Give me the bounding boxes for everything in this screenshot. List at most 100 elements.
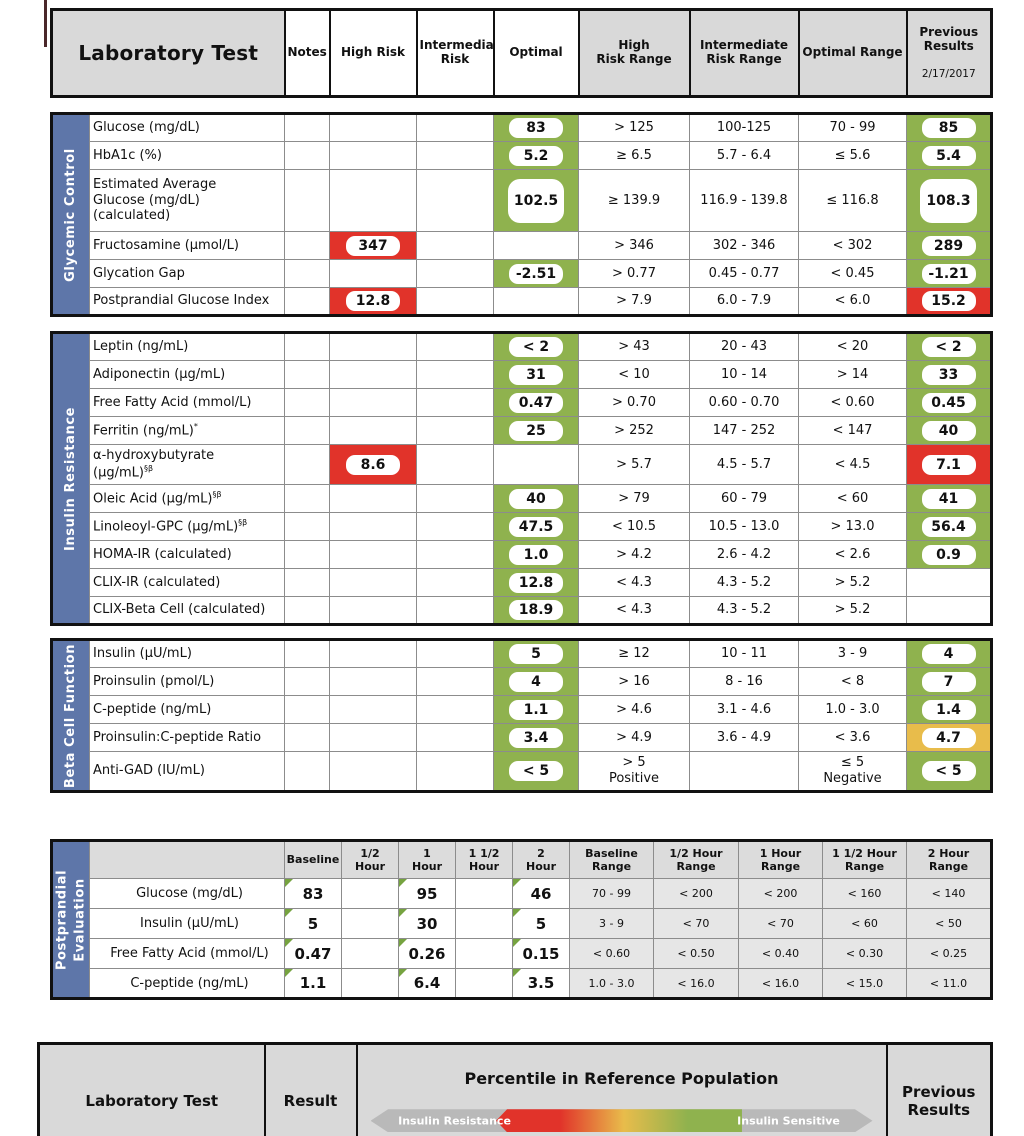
lab-test-row: Estimated Average Glucose (mg/dL) (calcu… (52, 169, 992, 233)
pp-header-blank (89, 840, 285, 880)
timepoint-value-cell: 5 (512, 908, 570, 940)
test-name-cell: C-peptide (ng/mL) (89, 968, 285, 1000)
result-value-pill: 4 (509, 671, 563, 692)
pp-header-col: Baseline (284, 840, 342, 880)
high-risk-range-cell: > 252 (578, 416, 690, 446)
insulin-sensitive-label: Insulin Sensitive (737, 1114, 840, 1128)
optimal-cell: -2.51 (493, 259, 579, 289)
high-risk-cell (329, 540, 417, 570)
lab-test-row: Proinsulin (pmol/L) 4 > 16 8 - 16 < 8 7 (52, 667, 992, 697)
optimal-range-cell: < 0.45 (798, 259, 907, 289)
footnote-marker: §β (143, 463, 154, 473)
test-name: Proinsulin (pmol/L) (93, 673, 215, 689)
notes-cell (284, 141, 330, 171)
optimal-range-cell: < 4.5 (798, 444, 907, 486)
intermediate-risk-cell (416, 360, 494, 390)
test-name-cell: CLIX-IR (calculated) (89, 568, 285, 598)
result-value-pill: 12.8 (509, 572, 563, 593)
high-risk-cell (329, 639, 417, 669)
timepoint-range-cell: < 140 (906, 878, 992, 910)
intermediate-risk-cell (416, 416, 494, 446)
timepoint-value-cell: 95 (398, 878, 456, 910)
optimal-cell: < 2 (493, 332, 579, 362)
result-value-pill: 40 (509, 488, 563, 509)
intermediate-risk-cell (416, 512, 494, 542)
lab-test-row: Oleic Acid (µg/mL)§β 40 > 79 60 - 79 < 60 41 (52, 484, 992, 514)
intermediate-risk-cell (416, 332, 494, 362)
intermediate-risk-range-cell: 60 - 79 (689, 484, 799, 514)
section-label: Insulin Resistance (63, 406, 79, 551)
optimal-cell: 1.1 (493, 695, 579, 725)
timepoint-value-cell (341, 968, 399, 1000)
high-risk-range-cell: > 4.6 (578, 695, 690, 725)
optimal-range-cell: ≤ 5 Negative (798, 751, 907, 793)
high-risk-range-cell: > 7.9 (578, 287, 690, 317)
test-name-cell: HbA1c (%) (89, 141, 285, 171)
value-corner-flag (399, 969, 407, 978)
previous-result-cell: < 5 (906, 751, 992, 793)
header-previous-results: Previous Results 2/17/2017 (905, 8, 993, 98)
high-risk-cell (329, 332, 417, 362)
previous-results-date: 2/17/2017 (921, 68, 976, 81)
previous-result-cell: 108.3 (906, 169, 992, 233)
test-name-cell: C-peptide (ng/mL) (89, 695, 285, 725)
high-risk-range-cell: > 0.70 (578, 388, 690, 418)
footnote-marker: * (193, 422, 198, 432)
lab-test-row: HbA1c (%) 5.2 ≥ 6.5 5.7 - 6.4 ≤ 5.6 5.4 (52, 141, 992, 171)
intermediate-risk-cell (416, 751, 494, 793)
intermediate-risk-range-cell: 3.6 - 4.9 (689, 723, 799, 753)
value-corner-flag (285, 909, 293, 918)
result-value-pill: 85 (921, 118, 976, 139)
intermediate-risk-range-cell: 4.3 - 5.2 (689, 596, 799, 626)
high-risk-cell (329, 695, 417, 725)
optimal-cell: 0.47 (493, 388, 579, 418)
intermediate-risk-cell (416, 667, 494, 697)
notes-cell (284, 287, 330, 317)
optimal-cell: 40 (493, 484, 579, 514)
header-intermediate-risk: Intermediate Risk (415, 8, 495, 98)
test-name-cell: Leptin (ng/mL) (89, 332, 285, 362)
pp-header-col: 1/2 Hour Range (653, 840, 739, 880)
result-value-pill: 1.1 (509, 699, 563, 720)
optimal-cell: 18.9 (493, 596, 579, 626)
intermediate-risk-cell (416, 169, 494, 233)
timepoint-range-cell: < 15.0 (822, 968, 907, 1000)
notes-cell (284, 667, 330, 697)
optimal-cell (493, 444, 579, 486)
high-risk-cell (329, 141, 417, 171)
optimal-range-cell: > 5.2 (798, 568, 907, 598)
section-label: Beta Cell Function (63, 643, 79, 788)
previous-result-cell: -1.21 (906, 259, 992, 289)
result-value-pill: < 5 (921, 761, 976, 782)
timepoint-value-cell: 3.5 (512, 968, 570, 1000)
optimal-cell: 4 (493, 667, 579, 697)
lab-test-row: HOMA-IR (calculated) 1.0 > 4.2 2.6 - 4.2 < 2… (52, 540, 992, 570)
result-value-pill: 12.8 (346, 291, 400, 312)
lab-test-row: Anti-GAD (IU/mL) < 5 > 5 Positive ≤ 5 Negat… (52, 751, 992, 793)
test-name-cell: Adiponectin (µg/mL) (89, 360, 285, 390)
high-risk-cell (329, 667, 417, 697)
lab-test-row: Glycation Gap -2.51 > 0.77 0.45 - 0.77 < 0.4… (52, 259, 992, 289)
notes-cell (284, 113, 330, 143)
timepoint-range-cell: < 160 (822, 878, 907, 910)
result-value-pill: 1.0 (509, 544, 563, 565)
high-risk-range-cell: > 4.9 (578, 723, 690, 753)
intermediate-risk-range-cell: 116.9 - 139.8 (689, 169, 799, 233)
intermediate-risk-range-cell: 100-125 (689, 113, 799, 143)
test-name-cell: Free Fatty Acid (mmol/L) (89, 938, 285, 970)
intermediate-risk-cell (416, 259, 494, 289)
result-value-pill: 0.45 (921, 392, 976, 413)
lab-test-row: CLIX-Beta Cell (calculated) 18.9 < 4.3 4.3 … (52, 596, 992, 626)
pct-header-previous-results: Previous Results (885, 1042, 993, 1136)
previous-result-cell: 4 (906, 639, 992, 669)
test-name: HbA1c (%) (93, 147, 162, 163)
result-value-pill: 15.2 (921, 291, 976, 312)
test-name-cell: Postprandial Glucose Index (89, 287, 285, 317)
test-name-cell: Proinsulin:C-peptide Ratio (89, 723, 285, 753)
value-corner-flag (399, 879, 407, 888)
optimal-range-cell: < 0.60 (798, 388, 907, 418)
result-value-pill: 4.7 (921, 727, 976, 748)
timepoint-range-cell: < 0.50 (653, 938, 739, 970)
notes-cell (284, 751, 330, 793)
value-corner-flag (285, 879, 293, 888)
